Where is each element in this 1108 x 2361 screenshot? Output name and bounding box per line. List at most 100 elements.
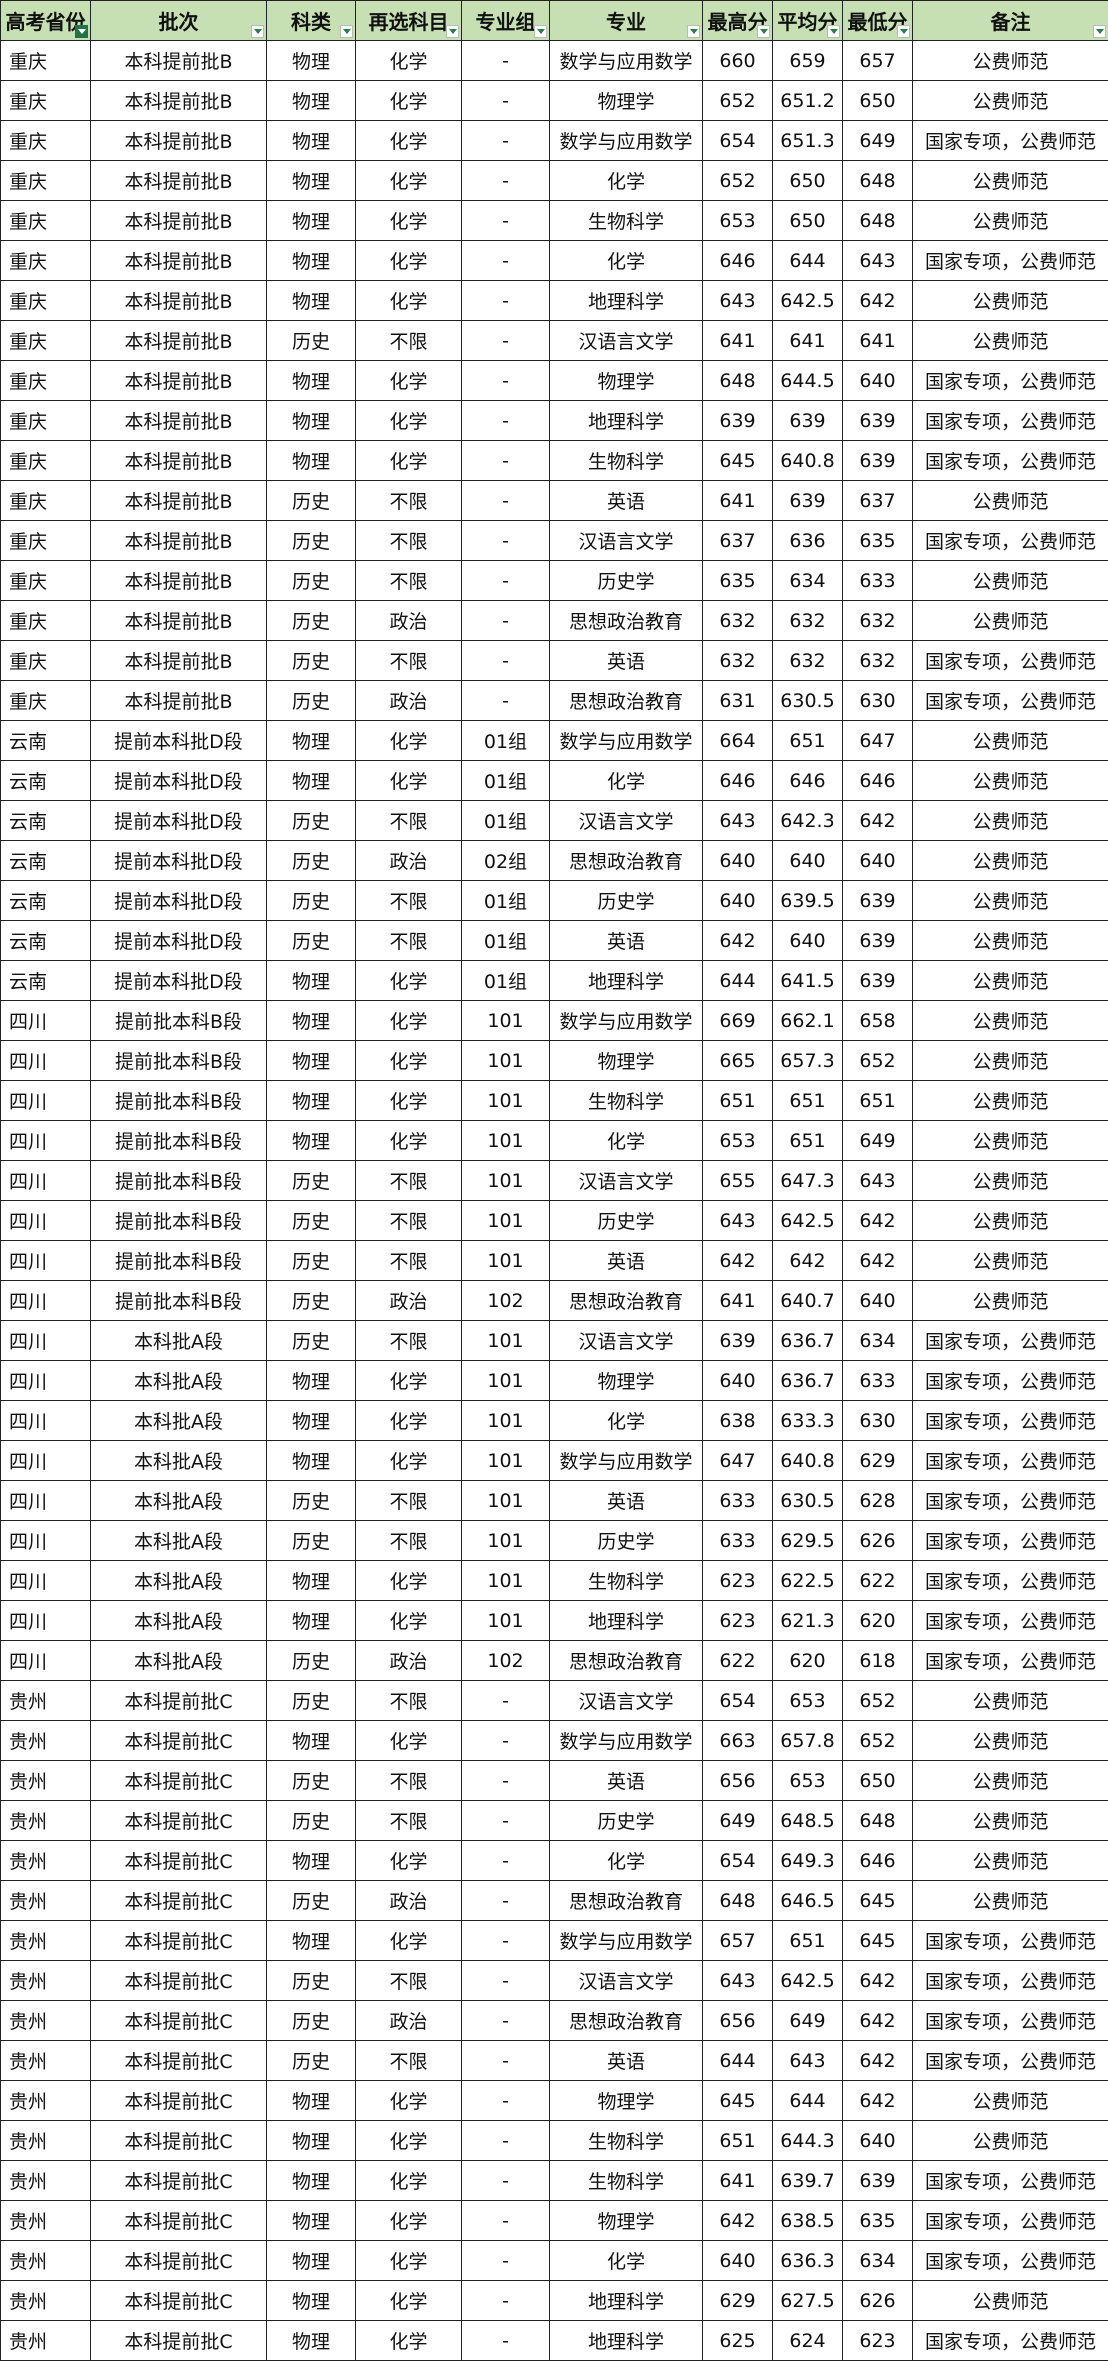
cell-province[interactable]: 四川 bbox=[0, 1560, 91, 1601]
cell-max-score[interactable]: 643 bbox=[702, 800, 773, 841]
cell-avg-score[interactable]: 630.5 bbox=[772, 680, 843, 721]
cell-major[interactable]: 英语 bbox=[549, 1240, 703, 1281]
cell-batch[interactable]: 本科提前批C bbox=[90, 1920, 267, 1961]
cell-major[interactable]: 汉语言文学 bbox=[549, 800, 703, 841]
cell-avg-score[interactable]: 651 bbox=[772, 1120, 843, 1161]
cell-elective[interactable]: 政治 bbox=[355, 600, 462, 641]
cell-batch[interactable]: 本科批A段 bbox=[90, 1400, 267, 1441]
cell-remarks[interactable]: 公费师范 bbox=[912, 1160, 1108, 1201]
cell-category[interactable]: 历史 bbox=[266, 1880, 356, 1921]
cell-max-score[interactable]: 652 bbox=[702, 80, 773, 121]
cell-major-group[interactable]: - bbox=[461, 1680, 550, 1721]
cell-min-score[interactable]: 640 bbox=[842, 1280, 913, 1321]
cell-avg-score[interactable]: 657.3 bbox=[772, 1040, 843, 1081]
cell-avg-score[interactable]: 651.3 bbox=[772, 120, 843, 161]
cell-min-score[interactable]: 620 bbox=[842, 1600, 913, 1641]
cell-remarks[interactable]: 国家专项，公费师范 bbox=[912, 1360, 1108, 1401]
cell-province[interactable]: 重庆 bbox=[0, 360, 91, 401]
cell-province[interactable]: 四川 bbox=[0, 1280, 91, 1321]
cell-category[interactable]: 物理 bbox=[266, 80, 356, 121]
cell-max-score[interactable]: 640 bbox=[702, 880, 773, 921]
cell-major-group[interactable]: 101 bbox=[461, 1200, 550, 1241]
cell-major-group[interactable]: 101 bbox=[461, 1240, 550, 1281]
cell-max-score[interactable]: 663 bbox=[702, 1720, 773, 1761]
cell-major-group[interactable]: - bbox=[461, 1960, 550, 2001]
cell-min-score[interactable]: 640 bbox=[842, 840, 913, 881]
cell-min-score[interactable]: 642 bbox=[842, 800, 913, 841]
cell-remarks[interactable]: 国家专项，公费师范 bbox=[912, 2000, 1108, 2041]
cell-province[interactable]: 重庆 bbox=[0, 560, 91, 601]
cell-batch[interactable]: 提前批本科B段 bbox=[90, 1280, 267, 1321]
cell-major[interactable]: 历史学 bbox=[549, 560, 703, 601]
cell-province[interactable]: 贵州 bbox=[0, 2240, 91, 2281]
cell-min-score[interactable]: 630 bbox=[842, 680, 913, 721]
cell-remarks[interactable]: 国家专项，公费师范 bbox=[912, 640, 1108, 681]
cell-batch[interactable]: 提前本科批D段 bbox=[90, 760, 267, 801]
cell-avg-score[interactable]: 632 bbox=[772, 600, 843, 641]
cell-max-score[interactable]: 643 bbox=[702, 1200, 773, 1241]
cell-category[interactable]: 物理 bbox=[266, 2280, 356, 2321]
cell-major[interactable]: 汉语言文学 bbox=[549, 320, 703, 361]
cell-remarks[interactable]: 国家专项，公费师范 bbox=[912, 1400, 1108, 1441]
cell-major[interactable]: 地理科学 bbox=[549, 2280, 703, 2321]
cell-avg-score[interactable]: 644.5 bbox=[772, 360, 843, 401]
cell-major[interactable]: 历史学 bbox=[549, 1800, 703, 1841]
cell-major-group[interactable]: - bbox=[461, 2200, 550, 2241]
cell-remarks[interactable]: 国家专项，公费师范 bbox=[912, 120, 1108, 161]
cell-province[interactable]: 四川 bbox=[0, 1200, 91, 1241]
cell-min-score[interactable]: 635 bbox=[842, 520, 913, 561]
cell-avg-score[interactable]: 640.8 bbox=[772, 440, 843, 481]
cell-major[interactable]: 数学与应用数学 bbox=[549, 1440, 703, 1481]
cell-elective[interactable]: 不限 bbox=[355, 640, 462, 681]
cell-batch[interactable]: 本科提前批C bbox=[90, 1840, 267, 1881]
cell-min-score[interactable]: 632 bbox=[842, 640, 913, 681]
cell-batch[interactable]: 本科批A段 bbox=[90, 1440, 267, 1481]
cell-max-score[interactable]: 669 bbox=[702, 1000, 773, 1041]
cell-province[interactable]: 重庆 bbox=[0, 600, 91, 641]
cell-province[interactable]: 四川 bbox=[0, 1400, 91, 1441]
cell-province[interactable]: 贵州 bbox=[0, 1760, 91, 1801]
cell-max-score[interactable]: 654 bbox=[702, 120, 773, 161]
cell-major[interactable]: 化学 bbox=[549, 760, 703, 801]
cell-min-score[interactable]: 642 bbox=[842, 2000, 913, 2041]
cell-avg-score[interactable]: 648.5 bbox=[772, 1800, 843, 1841]
cell-min-score[interactable]: 646 bbox=[842, 760, 913, 801]
cell-province[interactable]: 四川 bbox=[0, 1520, 91, 1561]
cell-major-group[interactable]: - bbox=[461, 480, 550, 521]
cell-elective[interactable]: 政治 bbox=[355, 1880, 462, 1921]
cell-remarks[interactable]: 公费师范 bbox=[912, 80, 1108, 121]
cell-category[interactable]: 历史 bbox=[266, 1800, 356, 1841]
cell-major[interactable]: 英语 bbox=[549, 640, 703, 681]
cell-elective[interactable]: 化学 bbox=[355, 160, 462, 201]
cell-max-score[interactable]: 633 bbox=[702, 1520, 773, 1561]
cell-major-group[interactable]: 01组 bbox=[461, 880, 550, 921]
cell-province[interactable]: 贵州 bbox=[0, 2320, 91, 2361]
cell-province[interactable]: 四川 bbox=[0, 1440, 91, 1481]
cell-max-score[interactable]: 641 bbox=[702, 320, 773, 361]
cell-elective[interactable]: 化学 bbox=[355, 1400, 462, 1441]
cell-avg-score[interactable]: 650 bbox=[772, 160, 843, 201]
cell-batch[interactable]: 本科提前批C bbox=[90, 2280, 267, 2321]
cell-remarks[interactable]: 公费师范 bbox=[912, 840, 1108, 881]
filter-dropdown-icon[interactable] bbox=[757, 25, 770, 38]
cell-major-group[interactable]: - bbox=[461, 160, 550, 201]
cell-batch[interactable]: 本科提前批B bbox=[90, 280, 267, 321]
cell-batch[interactable]: 本科提前批B bbox=[90, 40, 267, 81]
cell-major-group[interactable]: 101 bbox=[461, 1560, 550, 1601]
cell-batch[interactable]: 提前本科批D段 bbox=[90, 880, 267, 921]
cell-elective[interactable]: 化学 bbox=[355, 280, 462, 321]
cell-category[interactable]: 物理 bbox=[266, 2200, 356, 2241]
cell-remarks[interactable]: 公费师范 bbox=[912, 40, 1108, 81]
cell-batch[interactable]: 提前批本科B段 bbox=[90, 1080, 267, 1121]
cell-max-score[interactable]: 642 bbox=[702, 2200, 773, 2241]
cell-major[interactable]: 英语 bbox=[549, 1760, 703, 1801]
cell-avg-score[interactable]: 662.1 bbox=[772, 1000, 843, 1041]
cell-min-score[interactable]: 637 bbox=[842, 480, 913, 521]
cell-batch[interactable]: 提前批本科B段 bbox=[90, 1120, 267, 1161]
cell-max-score[interactable]: 653 bbox=[702, 1120, 773, 1161]
cell-elective[interactable]: 化学 bbox=[355, 2200, 462, 2241]
cell-major[interactable]: 地理科学 bbox=[549, 2320, 703, 2361]
cell-avg-score[interactable]: 649.3 bbox=[772, 1840, 843, 1881]
cell-major[interactable]: 数学与应用数学 bbox=[549, 1000, 703, 1041]
cell-min-score[interactable]: 642 bbox=[842, 2040, 913, 2081]
